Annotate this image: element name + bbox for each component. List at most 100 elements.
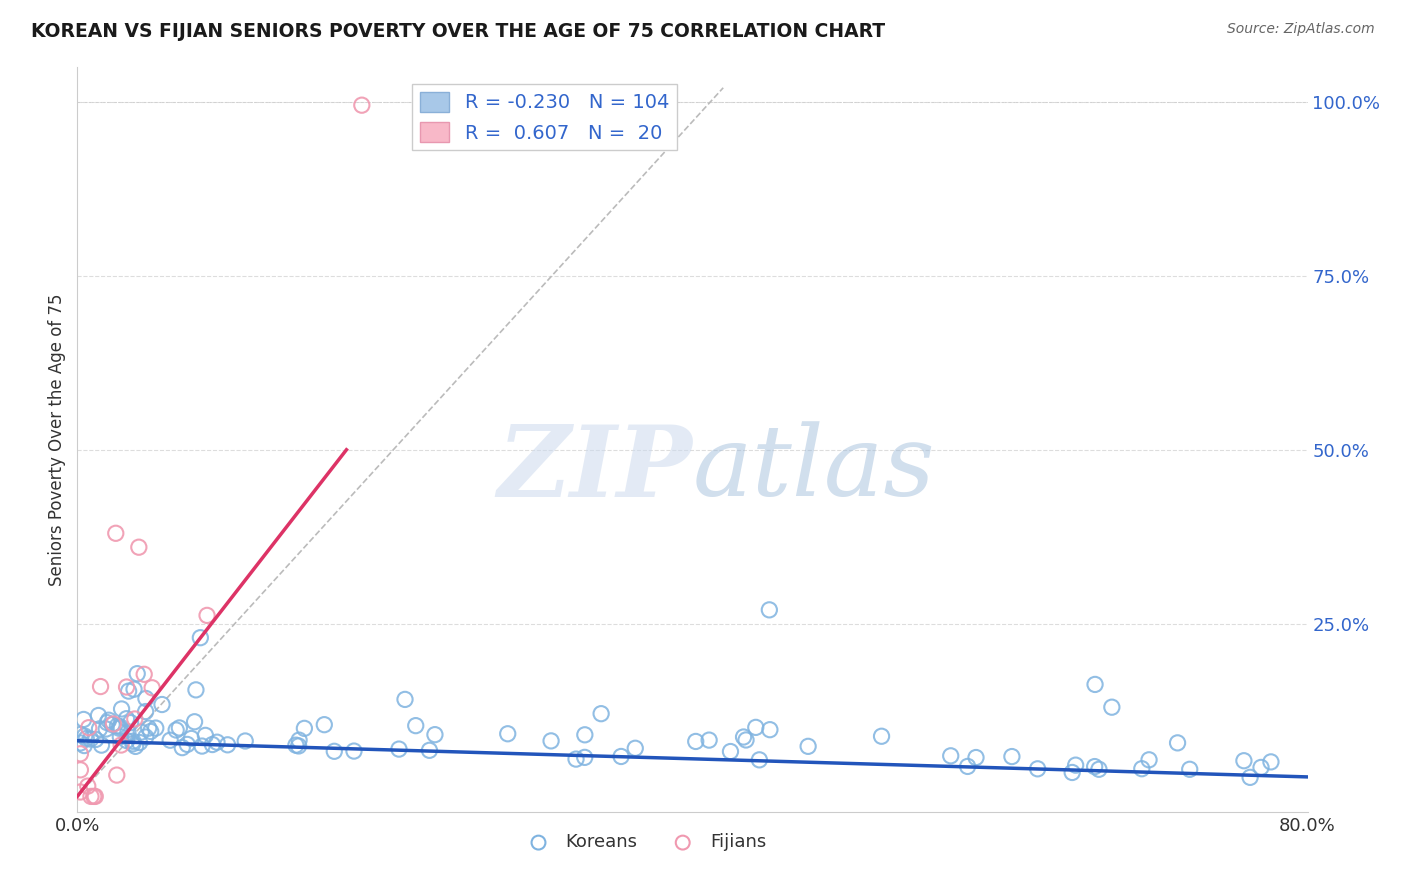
Point: [84, 732, 107, 747]
Point: [122, 682, 145, 697]
Point: [292, 722, 315, 736]
Point: [84, 789, 107, 804]
Point: [797, 739, 820, 754]
Point: [965, 750, 987, 764]
Point: [1239, 770, 1261, 784]
Point: [69, 747, 91, 761]
Point: [697, 733, 720, 747]
Point: [115, 733, 138, 747]
Point: [1137, 753, 1160, 767]
Point: [574, 750, 596, 764]
Point: [124, 739, 146, 754]
Point: [110, 702, 132, 716]
Point: [870, 729, 893, 743]
Point: [1250, 760, 1272, 774]
Point: [735, 733, 758, 747]
Point: [89, 722, 111, 736]
Point: [75, 731, 97, 746]
Point: [72, 713, 94, 727]
Point: [97, 713, 120, 727]
Point: [122, 734, 145, 748]
Point: [83, 789, 105, 804]
Point: [69, 727, 91, 741]
Point: [624, 741, 647, 756]
Point: [90, 738, 112, 752]
Point: [1233, 754, 1256, 768]
Point: [745, 720, 768, 734]
Point: [134, 667, 156, 681]
Point: [1064, 758, 1087, 772]
Point: [1084, 759, 1107, 773]
Point: [128, 540, 150, 554]
Point: [201, 738, 224, 752]
Point: [284, 738, 307, 752]
Point: [195, 608, 218, 623]
Point: [135, 730, 157, 744]
Point: [110, 738, 132, 752]
Point: [1130, 762, 1153, 776]
Point: [172, 740, 194, 755]
Point: [108, 720, 131, 734]
Point: [733, 730, 755, 744]
Point: [314, 717, 336, 731]
Point: [110, 730, 132, 744]
Point: [141, 681, 163, 695]
Point: [129, 725, 152, 739]
Point: [405, 719, 427, 733]
Point: [1062, 765, 1084, 780]
Point: [138, 721, 160, 735]
Point: [115, 680, 138, 694]
Point: [205, 735, 228, 749]
Point: [90, 680, 112, 694]
Point: [96, 715, 118, 730]
Point: [183, 714, 205, 729]
Point: [145, 721, 167, 735]
Point: [350, 98, 373, 112]
Point: [540, 734, 562, 748]
Point: [76, 779, 98, 793]
Point: [115, 712, 138, 726]
Point: [77, 721, 100, 735]
Point: [184, 682, 207, 697]
Point: [180, 731, 202, 746]
Point: [135, 705, 157, 719]
Point: [591, 706, 613, 721]
Legend: Koreans, Fijians: Koreans, Fijians: [513, 826, 773, 859]
Point: [105, 768, 128, 782]
Text: atlas: atlas: [693, 421, 935, 516]
Point: [176, 738, 198, 752]
Point: [1026, 762, 1049, 776]
Point: [418, 743, 440, 757]
Point: [956, 759, 979, 773]
Point: [343, 744, 366, 758]
Point: [759, 723, 782, 737]
Point: [104, 526, 127, 541]
Point: [69, 763, 91, 777]
Point: [73, 729, 96, 743]
Point: [159, 733, 181, 747]
Point: [188, 631, 212, 645]
Point: [394, 692, 416, 706]
Point: [69, 736, 91, 750]
Point: [194, 728, 217, 742]
Text: KOREAN VS FIJIAN SENIORS POVERTY OVER THE AGE OF 75 CORRELATION CHART: KOREAN VS FIJIAN SENIORS POVERTY OVER TH…: [31, 22, 884, 41]
Point: [120, 715, 142, 730]
Point: [685, 734, 707, 748]
Point: [117, 725, 139, 739]
Point: [107, 719, 129, 733]
Point: [101, 717, 124, 731]
Point: [1101, 700, 1123, 714]
Point: [1088, 762, 1111, 776]
Point: [1178, 762, 1201, 776]
Point: [127, 666, 149, 681]
Point: [121, 737, 143, 751]
Point: [388, 742, 411, 756]
Point: [720, 745, 742, 759]
Point: [169, 721, 191, 735]
Point: [423, 728, 446, 742]
Point: [117, 684, 139, 698]
Point: [496, 727, 519, 741]
Point: [1084, 677, 1107, 691]
Point: [73, 739, 96, 753]
Point: [124, 712, 146, 726]
